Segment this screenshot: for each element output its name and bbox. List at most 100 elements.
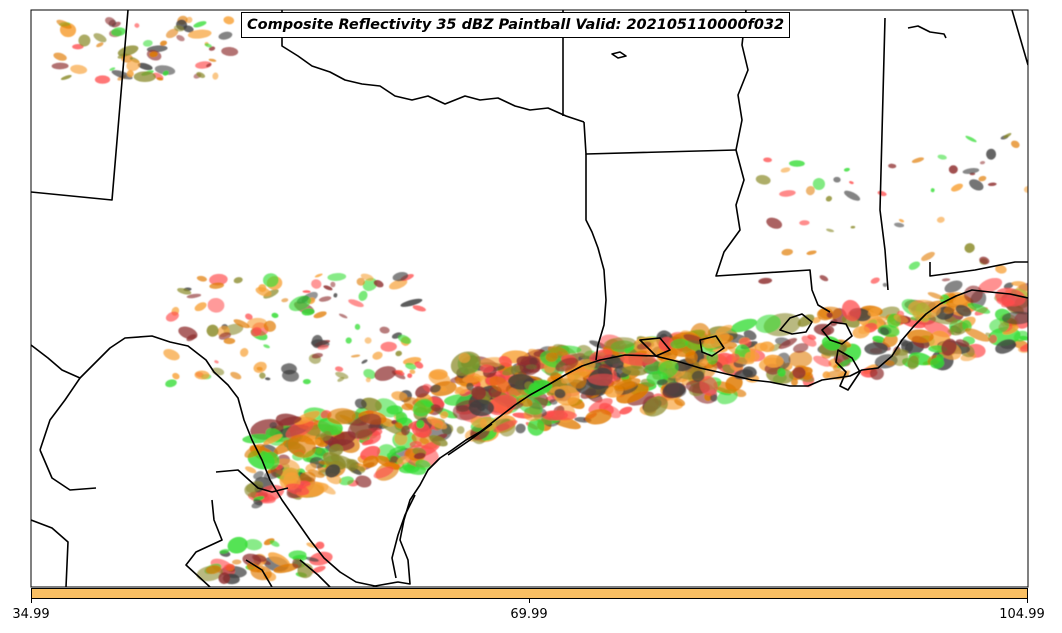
reflectivity-blob (350, 354, 361, 358)
reflectivity-blob (710, 394, 718, 402)
reflectivity-blob (322, 452, 347, 470)
reflectivity-blob (205, 565, 222, 575)
reflectivity-blob (348, 299, 364, 308)
reflectivity-blob (196, 275, 208, 282)
reflectivity-blob (927, 292, 944, 300)
reflectivity-blob (1003, 133, 1012, 139)
reflectivity-blob (684, 340, 714, 353)
reflectivity-blob (944, 280, 963, 293)
reflectivity-blob (955, 304, 972, 317)
reflectivity-blob (347, 413, 382, 439)
reflectivity-blob (60, 75, 72, 80)
reflectivity-blob (869, 367, 884, 380)
reflectivity-blob (232, 559, 242, 565)
reflectivity-blob (361, 439, 374, 446)
reflectivity-blob (323, 285, 333, 291)
reflectivity-blob (967, 302, 991, 314)
reflectivity-blob (53, 52, 67, 61)
colorbar-label-max: 104.99 (999, 607, 1045, 622)
reflectivity-blob (207, 297, 225, 313)
reflectivity-blob (955, 339, 970, 347)
reflectivity-blob (330, 281, 336, 288)
reflectivity-blob (117, 45, 139, 57)
reflectivity-blob (812, 178, 826, 190)
reflectivity-blob (326, 408, 356, 425)
reflectivity-blob (268, 552, 291, 568)
reflectivity-blob (299, 471, 316, 484)
reflectivity-blob (194, 370, 210, 380)
reflectivity-blob (811, 317, 821, 324)
reflectivity-blob (302, 290, 311, 293)
reflectivity-blob (870, 277, 880, 284)
reflectivity-blob (380, 341, 397, 352)
reflectivity-blob (245, 466, 257, 474)
reflectivity-blob (643, 396, 668, 417)
reflectivity-blob (230, 371, 242, 380)
reflectivity-blob (777, 368, 786, 377)
reflectivity-blob (763, 354, 784, 368)
reflectivity-blob (930, 357, 945, 369)
reflectivity-blob (358, 290, 368, 301)
reflectivity-blob (126, 59, 141, 72)
reflectivity-blob (684, 351, 698, 365)
reflectivity-blob (194, 302, 207, 312)
reflectivity-blob (51, 62, 69, 70)
reflectivity-blob (335, 366, 344, 372)
reflectivity-blob (362, 277, 378, 292)
reflectivity-blob (338, 313, 348, 319)
reflectivity-blob (411, 421, 430, 438)
reflectivity-blob (907, 355, 919, 370)
reflectivity-blob (373, 280, 384, 288)
reflectivity-blob (864, 342, 888, 355)
reflectivity-blob (305, 463, 317, 472)
reflectivity-blob (314, 273, 323, 278)
reflectivity-blob (1019, 343, 1028, 352)
reflectivity-blob (375, 398, 399, 418)
reflectivity-blob (93, 33, 107, 43)
reflectivity-blob (282, 369, 299, 382)
reflectivity-blob (793, 343, 809, 353)
reflectivity-blob (218, 31, 233, 40)
reflectivity-blob (662, 383, 687, 398)
reflectivity-blob (979, 256, 990, 265)
reflectivity-blob (415, 459, 431, 470)
reflectivity-blob (335, 371, 349, 379)
reflectivity-blob (162, 70, 169, 76)
reflectivity-blob (214, 360, 219, 364)
reflectivity-blob (96, 42, 104, 48)
reflectivity-blob (440, 411, 449, 419)
reflectivity-blob (263, 320, 276, 332)
reflectivity-blob (390, 455, 399, 463)
reflectivity-blob (285, 419, 314, 439)
reflectivity-blob (293, 410, 320, 425)
reflectivity-blob (822, 371, 831, 379)
coastline (374, 25, 1028, 587)
reflectivity-blob (758, 277, 773, 284)
reflectivity-blob (345, 337, 352, 344)
reflectivity-blob (361, 359, 368, 364)
reflectivity-blob (656, 379, 668, 386)
reflectivity-blob (253, 361, 267, 373)
reflectivity-blob (288, 550, 307, 560)
reflectivity-blob (70, 64, 88, 74)
reflectivity-blob (541, 410, 568, 421)
reflectivity-blob (430, 404, 441, 412)
colorbar-tick (529, 599, 530, 603)
reflectivity-blob (374, 366, 397, 381)
reflectivity-blob (72, 43, 84, 50)
reflectivity-blob (154, 65, 176, 75)
reflectivity-blob (850, 225, 856, 229)
reflectivity-blob (397, 334, 412, 344)
reflectivity-blob (263, 433, 283, 445)
reflectivity-blob (301, 308, 315, 316)
reflectivity-blob (821, 336, 841, 351)
reflectivity-blob (365, 377, 371, 383)
reflectivity-blob (670, 338, 689, 349)
state-boundaries (31, 10, 1028, 587)
reflectivity-blob (400, 425, 411, 436)
reflectivity-blob (313, 311, 327, 319)
reflectivity-blob (392, 271, 409, 282)
reflectivity-blob (554, 388, 566, 399)
reflectivity-blob (333, 293, 338, 298)
reflectivity-blob (498, 355, 512, 367)
